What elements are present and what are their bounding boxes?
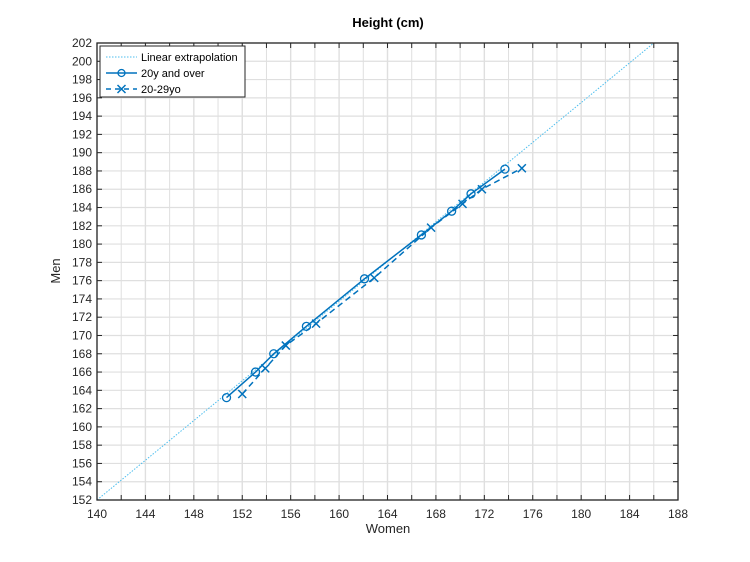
y-tick-label: 188	[72, 164, 92, 178]
legend-label-20-29yo: 20-29yo	[141, 84, 181, 96]
data-point-x	[237, 389, 247, 399]
series-line-2	[241, 167, 523, 395]
data-point-x	[426, 223, 436, 233]
x-tick-label: 180	[571, 507, 591, 521]
y-tick-label: 154	[72, 475, 92, 489]
legend: Linear extrapolation 20y and over 20-29y…	[99, 45, 246, 98]
x-axis-ticks: 140 144 148 152 156 160 164 168 172 176 180 184 188	[87, 43, 688, 521]
y-tick-label: 202	[72, 36, 92, 50]
x-tick-label: 156	[281, 507, 301, 521]
data-point-x	[517, 163, 527, 173]
y-tick-label: 176	[72, 274, 92, 288]
x-tick-label: 140	[87, 507, 107, 521]
data-point-circle	[359, 274, 370, 284]
y-tick-label: 194	[72, 109, 92, 123]
x-tick-label: 168	[426, 507, 446, 521]
x-tick-label: 188	[668, 507, 688, 521]
x-tick-label: 160	[329, 507, 349, 521]
legend-label-20y-and-over: 20y and over	[141, 68, 205, 80]
data-point-x	[281, 341, 291, 351]
data-point-x	[260, 363, 270, 373]
data-point-circle	[447, 206, 457, 216]
y-axis-label: Men	[48, 258, 63, 283]
y-tick-label: 158	[72, 438, 92, 452]
y-tick-label: 192	[72, 127, 92, 141]
x-tick-label: 176	[523, 507, 543, 521]
x-tick-label: 148	[184, 507, 204, 521]
y-tick-label: 186	[72, 182, 92, 196]
grid-lines	[96, 42, 679, 501]
y-tick-label: 164	[72, 383, 92, 397]
data-point-x	[477, 184, 487, 194]
y-tick-label: 178	[72, 255, 92, 269]
x-tick-label: 172	[474, 507, 494, 521]
data-point-circle	[500, 164, 510, 174]
y-tick-label: 174	[72, 292, 92, 306]
y-tick-label: 166	[72, 365, 92, 379]
y-tick-label: 170	[72, 328, 92, 342]
y-tick-label: 196	[72, 91, 92, 105]
x-axis-label: Women	[366, 521, 411, 536]
x-tick-label: 184	[620, 507, 640, 521]
plot-lines	[96, 42, 655, 501]
data-point-circle	[221, 392, 232, 403]
y-axis-ticks: 152 154 156 158 160 162 164 166 168 170 172 174 176 1…	[72, 36, 678, 507]
data-point-x	[369, 273, 379, 283]
y-tick-label: 180	[72, 237, 92, 251]
y-tick-label: 152	[72, 493, 92, 507]
x-tick-label: 144	[135, 507, 155, 521]
y-tick-label: 172	[72, 310, 92, 324]
y-tick-label: 190	[72, 146, 92, 160]
x-tick-label: 152	[232, 507, 252, 521]
data-point-circle	[250, 367, 261, 377]
y-tick-label: 162	[72, 402, 92, 416]
series-line-0	[96, 42, 655, 501]
legend-label-extrapolation: Linear extrapolation	[141, 52, 238, 64]
data-point-x	[458, 199, 468, 209]
y-tick-label: 200	[72, 54, 92, 68]
data-point-circle	[416, 230, 427, 240]
x-marker-icon	[116, 84, 127, 94]
y-tick-label: 184	[72, 201, 92, 215]
chart-title: Height (cm)	[352, 15, 424, 30]
y-tick-label: 168	[72, 347, 92, 361]
circle-marker-icon	[117, 68, 126, 78]
y-tick-label: 160	[72, 420, 92, 434]
y-tick-label: 182	[72, 219, 92, 233]
y-tick-label: 198	[72, 73, 92, 87]
x-tick-label: 164	[377, 507, 397, 521]
y-tick-label: 156	[72, 456, 92, 470]
series-line-1	[226, 168, 506, 399]
data-point-x	[311, 319, 321, 329]
